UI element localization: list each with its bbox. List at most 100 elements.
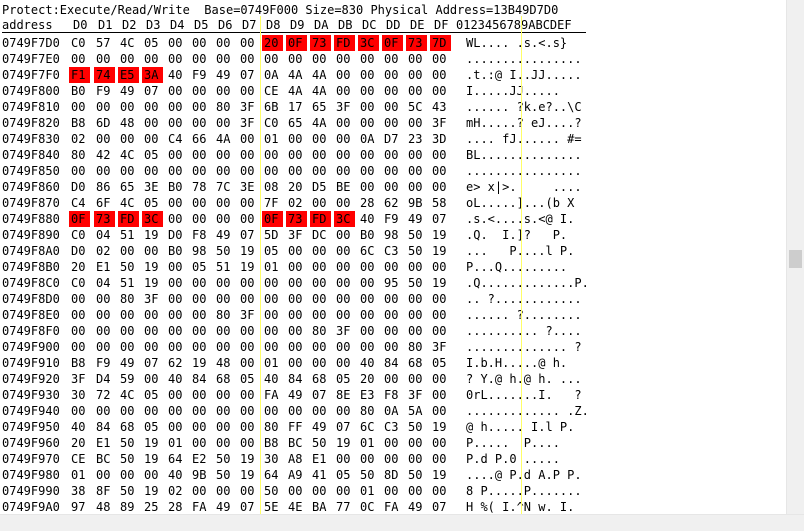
horizontal-scrollbar[interactable] — [0, 514, 804, 531]
hex-byte[interactable]: E1 — [96, 260, 111, 274]
hex-byte[interactable]: 72 — [96, 388, 111, 402]
hex-byte[interactable]: 00 — [216, 36, 231, 50]
hex-byte[interactable]: 4A — [288, 68, 303, 82]
hex-byte[interactable]: 73 — [286, 211, 307, 227]
hex-byte[interactable]: 01 — [71, 468, 86, 482]
hex-byte[interactable]: 19 — [240, 452, 255, 466]
hex-byte[interactable]: 00 — [216, 276, 231, 290]
hex-byte[interactable]: 50 — [120, 452, 135, 466]
hex-byte[interactable]: 00 — [408, 436, 423, 450]
memory-row[interactable]: 0749F950 40 84 68 05 00 00 00 00 80 FF 49 07 6C C3 50 19… — [0, 419, 786, 435]
memory-row[interactable]: 0749F970 CE BC 50 19 64 E2 50 19 30 A8 E1 00 00 00 00 00… — [0, 451, 786, 467]
hex-byte[interactable]: 00 — [312, 164, 327, 178]
memory-row[interactable]: 0749F7F0 F1 74 E5 3A 40 F9 49 07 0A 4A 4A 00 00 00 00 00… — [0, 67, 786, 83]
hex-byte[interactable]: 00 — [120, 308, 135, 322]
hex-byte[interactable]: 00 — [288, 308, 303, 322]
hex-byte[interactable]: 00 — [240, 340, 255, 354]
hex-byte[interactable]: 4C — [120, 36, 135, 50]
hex-byte[interactable]: 97 — [71, 500, 86, 514]
hex-byte[interactable]: 68 — [408, 356, 423, 370]
hex-byte[interactable]: 01 — [264, 132, 279, 146]
hex-byte[interactable]: 00 — [360, 52, 375, 66]
hex-byte[interactable]: 00 — [216, 436, 231, 450]
hex-byte[interactable]: 05 — [192, 260, 207, 274]
hex-byte[interactable]: 00 — [384, 324, 399, 338]
hex-byte[interactable]: 00 — [336, 292, 351, 306]
hex-byte[interactable]: 00 — [312, 404, 327, 418]
hex-byte[interactable]: 57 — [96, 36, 111, 50]
hex-byte[interactable]: F1 — [69, 67, 90, 83]
ascii-text[interactable]: ................ — [466, 164, 582, 178]
hex-byte[interactable]: 50 — [120, 436, 135, 450]
hex-byte[interactable]: 40 — [360, 212, 375, 226]
hex-byte[interactable]: 00 — [336, 452, 351, 466]
hex-byte[interactable]: 00 — [336, 404, 351, 418]
hex-byte[interactable]: 00 — [408, 180, 423, 194]
hex-byte[interactable]: 00 — [360, 68, 375, 82]
hex-byte[interactable]: 00 — [192, 100, 207, 114]
memory-row[interactable]: 0749F960 20 E1 50 19 01 00 00 00 B8 BC 50 19 01 00 00 00… — [0, 435, 786, 451]
hex-byte[interactable]: F8 — [192, 228, 207, 242]
hex-byte[interactable]: 07 — [336, 420, 351, 434]
ascii-text[interactable]: @ h..... I.l P. — [466, 420, 575, 434]
hex-byte[interactable]: 80 — [216, 100, 231, 114]
hex-byte[interactable]: 00 — [240, 484, 255, 498]
hex-byte[interactable]: 5A — [408, 404, 423, 418]
hex-byte[interactable]: 00 — [216, 196, 231, 210]
ascii-text[interactable]: P...Q......... — [466, 260, 568, 274]
hex-byte[interactable]: 00 — [120, 244, 135, 258]
hex-byte[interactable]: 00 — [216, 388, 231, 402]
memory-row[interactable]: 0749F800 B0 F9 49 07 00 00 00 00 CE 4A 4A 00 00 00 00 00… — [0, 83, 786, 99]
hex-byte[interactable]: 04 — [96, 228, 111, 242]
hex-byte[interactable]: 00 — [264, 308, 279, 322]
hex-byte[interactable]: 00 — [336, 116, 351, 130]
hex-byte[interactable]: D0 — [71, 244, 86, 258]
hex-byte[interactable]: 00 — [288, 340, 303, 354]
hex-byte[interactable]: 49 — [120, 356, 135, 370]
hex-byte[interactable]: 05 — [144, 36, 159, 50]
hex-byte[interactable]: 00 — [384, 484, 399, 498]
hex-byte[interactable]: 19 — [432, 244, 447, 258]
hex-byte[interactable]: 00 — [240, 148, 255, 162]
hex-byte[interactable]: 49 — [408, 500, 423, 514]
hex-byte[interactable]: 00 — [384, 260, 399, 274]
hex-byte[interactable]: 84 — [288, 372, 303, 386]
hex-byte[interactable]: 00 — [312, 132, 327, 146]
hex-byte[interactable]: 3C — [334, 211, 355, 227]
hex-byte[interactable]: 20 — [288, 180, 303, 194]
hex-byte[interactable]: 00 — [192, 388, 207, 402]
hex-byte[interactable]: 00 — [240, 196, 255, 210]
hex-byte[interactable]: 00 — [120, 100, 135, 114]
hex-byte[interactable]: 00 — [264, 276, 279, 290]
hex-byte[interactable]: 19 — [144, 484, 159, 498]
hex-byte[interactable]: FD — [118, 211, 139, 227]
hex-byte[interactable]: 19 — [432, 228, 447, 242]
hex-byte[interactable]: 19 — [144, 276, 159, 290]
hex-byte[interactable]: D4 — [96, 372, 111, 386]
hex-byte[interactable]: 00 — [264, 164, 279, 178]
hex-byte[interactable]: 00 — [144, 404, 159, 418]
hex-byte[interactable]: 08 — [264, 180, 279, 194]
hex-byte[interactable]: 05 — [144, 196, 159, 210]
hex-byte[interactable]: 6C — [360, 420, 375, 434]
hex-byte[interactable]: 80 — [71, 148, 86, 162]
hex-byte[interactable]: C4 — [168, 132, 183, 146]
hex-byte[interactable]: 00 — [288, 484, 303, 498]
hex-byte[interactable]: 00 — [216, 84, 231, 98]
hex-byte[interactable]: 7C — [216, 180, 231, 194]
hex-byte[interactable]: D5 — [312, 180, 327, 194]
hex-byte[interactable]: 3F — [71, 372, 86, 386]
hex-byte[interactable]: 00 — [168, 308, 183, 322]
hex-byte[interactable]: 43 — [432, 100, 447, 114]
hex-byte[interactable]: 01 — [264, 260, 279, 274]
hex-byte[interactable]: B0 — [360, 228, 375, 242]
hex-byte[interactable]: 00 — [432, 84, 447, 98]
hex-byte[interactable]: 00 — [432, 372, 447, 386]
hex-byte[interactable]: 58 — [432, 196, 447, 210]
hex-byte[interactable]: 48 — [216, 356, 231, 370]
ascii-text[interactable]: ...... ?........ — [466, 308, 582, 322]
hex-byte[interactable]: 00 — [288, 356, 303, 370]
hex-byte[interactable]: 00 — [144, 244, 159, 258]
hex-byte[interactable]: 00 — [144, 100, 159, 114]
hex-byte[interactable]: 50 — [216, 468, 231, 482]
